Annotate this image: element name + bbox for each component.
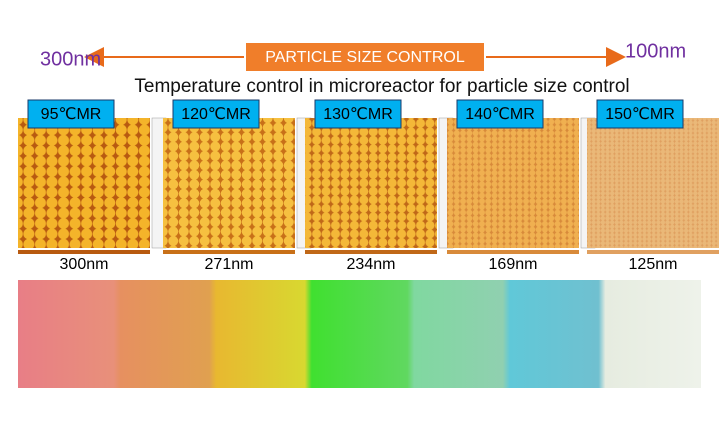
panels: 95℃MR 300nm 120℃MR 271nm 130℃MR 234nm 140℃MR 16… [18, 99, 719, 273]
afm-image [587, 118, 719, 248]
color-bar [447, 250, 579, 254]
color-bar [587, 250, 719, 254]
temp-box [456, 99, 544, 129]
temp-box [27, 99, 115, 129]
banner-box [244, 41, 486, 73]
temperature-label: 140℃MR [465, 106, 535, 123]
temperature-label: 130℃MR [323, 106, 393, 123]
size-label: 300nm [60, 256, 109, 273]
color-bar [163, 250, 295, 254]
color-strip [18, 280, 701, 388]
size-label: 169nm [489, 256, 538, 273]
temperature-label: 95℃MR [41, 106, 102, 123]
afm-image [163, 118, 295, 248]
right-label: 100nm [625, 40, 686, 62]
temp-box [314, 99, 402, 129]
size-label: 271nm [205, 256, 254, 273]
afm-image [447, 118, 579, 248]
color-bar [18, 250, 150, 254]
temp-box [172, 99, 260, 129]
banner: PARTICLE SIZE CONTROL [265, 49, 465, 66]
subtitle: Temperature control in microreactor for … [134, 76, 629, 97]
size-label: 234nm [347, 256, 396, 273]
temp-box [596, 99, 684, 129]
size-label: 125nm [629, 256, 678, 273]
color-bar [305, 250, 437, 254]
afm-image [18, 118, 150, 248]
left-label: 300nm [40, 48, 101, 70]
temperature-label: 150℃MR [605, 106, 675, 123]
afm-image [305, 118, 437, 248]
temperature-label: 120℃MR [181, 106, 251, 123]
